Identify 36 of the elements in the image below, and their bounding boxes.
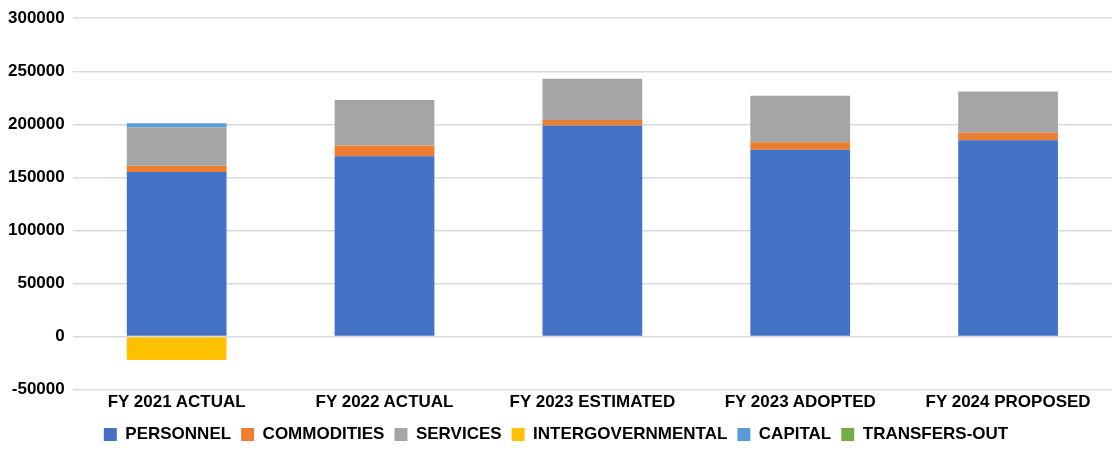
legend-label: SERVICES — [415, 424, 502, 444]
bar — [334, 156, 435, 336]
x-tick-label: FY 2024 PROPOSED — [925, 392, 1091, 412]
legend-label: PERSONNEL — [125, 424, 232, 444]
legend-label: COMMODITIES — [262, 424, 385, 444]
bar — [958, 132, 1058, 141]
legend-label: INTERGOVERNMENTAL — [533, 424, 728, 444]
bar — [126, 123, 227, 128]
bar — [542, 78, 643, 121]
y-tick-label: 200000 — [7, 114, 65, 133]
bar — [126, 165, 227, 173]
bar — [334, 145, 435, 157]
y-tick-label: 50000 — [17, 273, 65, 293]
x-tick-label: FY 2021 ACTUAL — [107, 392, 246, 412]
bar — [750, 142, 851, 150]
y-tick-label: 300000 — [7, 7, 65, 27]
bar — [334, 99, 435, 146]
bar — [126, 337, 227, 360]
y-tick-label: 150000 — [7, 167, 65, 187]
bar — [542, 120, 643, 126]
legend-label: CAPITAL — [758, 424, 832, 444]
x-tick-label: FY 2023 ADOPTED — [724, 392, 876, 412]
bar — [958, 91, 1058, 133]
x-tick-label: FY 2022 ACTUAL — [315, 392, 454, 412]
x-tick-label: FY 2023 ESTIMATED — [509, 392, 676, 412]
y-tick-label: 100000 — [7, 220, 65, 240]
bar — [542, 125, 643, 336]
bar — [958, 140, 1058, 336]
bar — [750, 95, 851, 143]
legend-label: TRANSFERS-OUT — [862, 424, 1009, 444]
y-tick-label: 250000 — [7, 60, 65, 80]
bar — [126, 127, 227, 166]
bar — [750, 149, 851, 336]
y-tick-label: -50000 — [11, 379, 65, 399]
bar — [126, 172, 227, 336]
y-tick-label: 0 — [55, 326, 65, 346]
